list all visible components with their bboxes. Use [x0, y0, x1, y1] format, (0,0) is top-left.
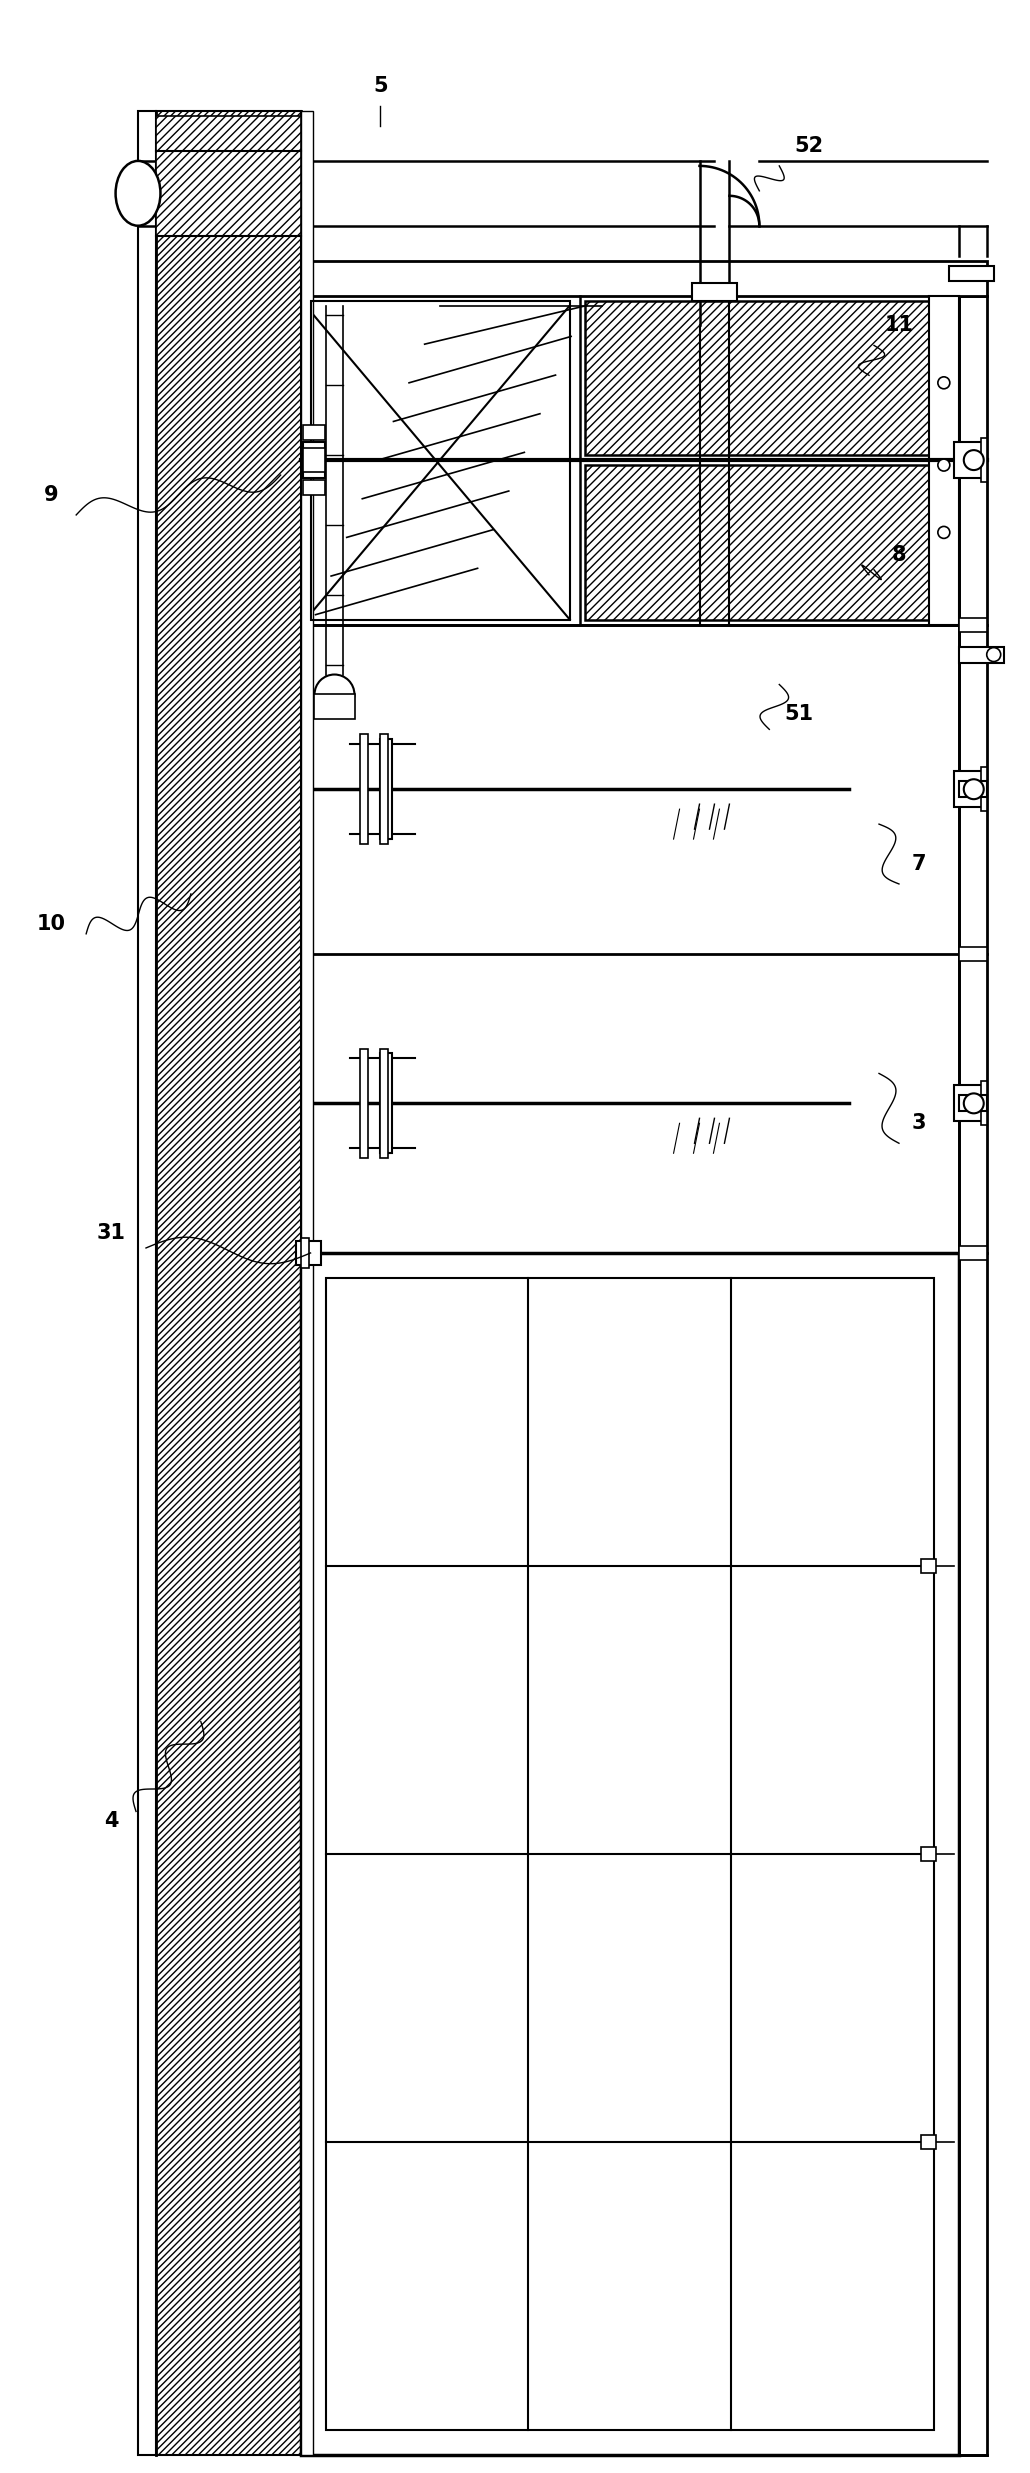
- Bar: [981, 438, 987, 482]
- Bar: [949, 265, 994, 279]
- Bar: [301, 260, 987, 297]
- Text: 5: 5: [373, 77, 387, 96]
- Bar: [313, 695, 355, 720]
- Circle shape: [938, 460, 950, 470]
- Text: 51: 51: [785, 705, 814, 725]
- Bar: [691, 282, 737, 302]
- Bar: [303, 425, 324, 440]
- Circle shape: [964, 450, 984, 470]
- Bar: [585, 465, 929, 621]
- Text: 10: 10: [37, 915, 66, 935]
- Bar: [156, 116, 301, 235]
- Bar: [959, 645, 1003, 663]
- Bar: [954, 772, 987, 806]
- Bar: [954, 443, 987, 477]
- Circle shape: [964, 779, 984, 799]
- Bar: [981, 767, 987, 811]
- Text: 11: 11: [885, 317, 914, 336]
- Ellipse shape: [115, 161, 161, 225]
- Text: 9: 9: [44, 485, 59, 504]
- Bar: [380, 1053, 392, 1152]
- Bar: [156, 111, 301, 2456]
- Bar: [301, 1254, 959, 2456]
- Bar: [303, 443, 324, 477]
- Bar: [921, 1847, 936, 1860]
- Bar: [954, 1086, 987, 1120]
- Bar: [380, 739, 392, 838]
- Bar: [959, 618, 987, 631]
- Bar: [929, 297, 959, 626]
- Bar: [981, 1081, 987, 1125]
- Bar: [303, 448, 324, 472]
- Bar: [959, 1096, 987, 1110]
- Bar: [301, 1239, 309, 1269]
- Bar: [585, 302, 929, 455]
- Bar: [921, 1558, 936, 1573]
- Bar: [301, 111, 312, 2456]
- Bar: [311, 302, 570, 621]
- Circle shape: [964, 1093, 984, 1113]
- Bar: [303, 480, 324, 495]
- Text: 7: 7: [912, 853, 926, 873]
- Text: 31: 31: [97, 1224, 126, 1244]
- Circle shape: [938, 376, 950, 388]
- Text: 52: 52: [794, 136, 824, 156]
- Bar: [380, 734, 388, 843]
- Bar: [360, 1049, 369, 1157]
- Circle shape: [314, 675, 354, 715]
- Text: 8: 8: [892, 544, 906, 564]
- Bar: [360, 734, 369, 843]
- Bar: [138, 111, 156, 2456]
- Bar: [921, 2134, 936, 2149]
- Bar: [380, 1049, 388, 1157]
- Circle shape: [987, 648, 1001, 663]
- Bar: [325, 1279, 934, 2431]
- Bar: [296, 1241, 320, 1264]
- Bar: [959, 947, 987, 960]
- Bar: [959, 781, 987, 796]
- Bar: [959, 1246, 987, 1259]
- Text: 3: 3: [912, 1113, 926, 1133]
- Bar: [959, 297, 987, 2456]
- Text: 4: 4: [104, 1810, 118, 1832]
- Circle shape: [938, 527, 950, 539]
